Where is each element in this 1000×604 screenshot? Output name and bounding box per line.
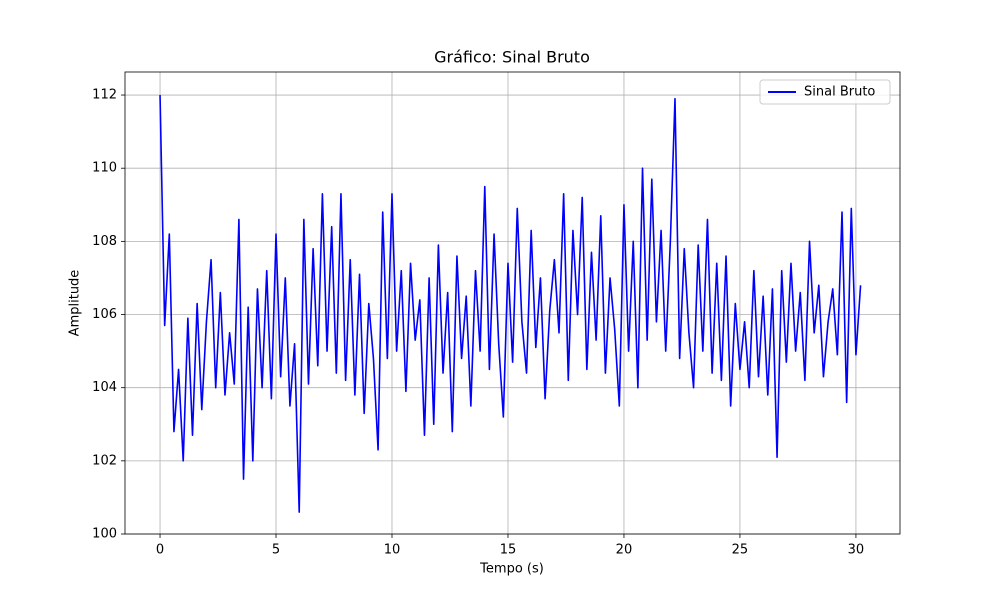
x-tick-label: 25 — [732, 543, 749, 558]
x-axis-label: Tempo (s) — [479, 562, 544, 577]
ticks: 0 5 10 15 20 25 30 100 102 104 106 108 110 112 — [92, 88, 864, 558]
x-tick-label: 15 — [500, 543, 517, 558]
plot — [159, 95, 862, 513]
legend: Sinal Bruto — [759, 79, 891, 105]
y-tick-label: 100 — [92, 527, 117, 542]
x-tick-label: 10 — [384, 543, 401, 558]
x-tick-label: 0 — [156, 543, 164, 558]
y-tick-label: 104 — [92, 380, 117, 395]
y-axis-label: Amplitude — [68, 270, 83, 337]
y-tick-label: 102 — [92, 453, 117, 468]
legend-box — [759, 79, 891, 105]
y-tick-label: 112 — [92, 88, 117, 103]
y-tick-label: 108 — [92, 234, 117, 249]
y-tick-label: 106 — [92, 307, 117, 322]
x-tick-label: 20 — [616, 543, 633, 558]
axes-frame — [124, 71, 901, 535]
legend-label: Sinal Bruto — [804, 85, 875, 100]
x-tick-label: 30 — [848, 543, 865, 558]
chart-title: Gráfico: Sinal Bruto — [434, 48, 590, 67]
x-tick-label: 5 — [272, 543, 280, 558]
line-series — [159, 95, 862, 513]
y-tick-label: 110 — [92, 161, 117, 176]
